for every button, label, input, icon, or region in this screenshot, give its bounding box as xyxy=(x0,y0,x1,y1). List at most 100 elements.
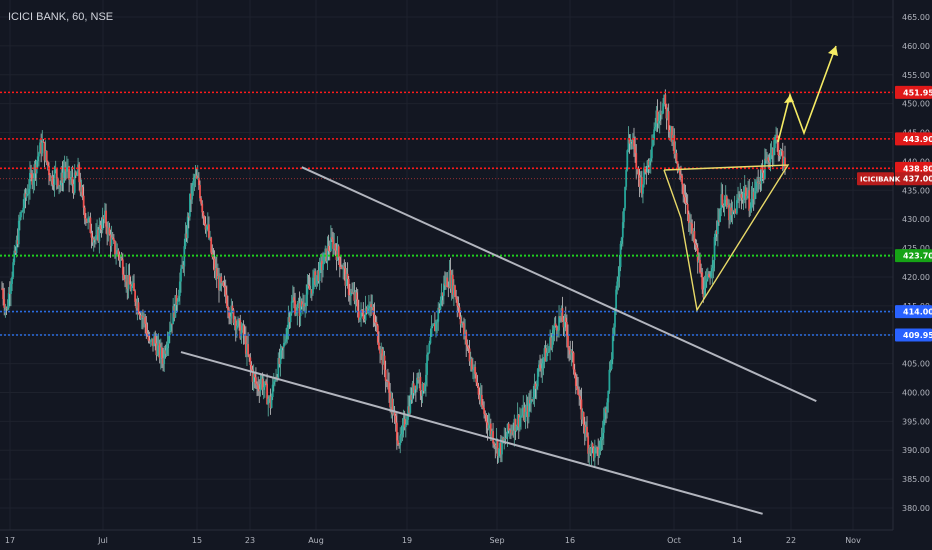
candle-body xyxy=(626,150,629,171)
candle-body xyxy=(49,175,51,182)
candle-body xyxy=(390,398,393,408)
candle-body xyxy=(720,194,723,210)
candle-body xyxy=(483,407,486,414)
candle-body xyxy=(12,262,15,277)
candle-body xyxy=(338,257,341,267)
candle-body xyxy=(694,243,697,245)
candle-body xyxy=(501,438,503,455)
candle-body xyxy=(189,193,191,217)
candle-body xyxy=(20,212,22,218)
candle-body xyxy=(224,286,227,295)
candle-body xyxy=(436,321,439,323)
candle-body xyxy=(684,197,687,203)
candle-body xyxy=(737,197,739,201)
candle-body xyxy=(467,346,470,349)
candle-body xyxy=(539,364,541,369)
x-axis-labels: 17 Jul 15 23 Aug 19 Sep 16 Oct 14 22 Nov xyxy=(5,536,861,545)
candle-body xyxy=(457,305,460,308)
candle-body xyxy=(453,285,455,295)
candle-body xyxy=(153,336,156,346)
candle-body xyxy=(221,282,224,284)
candle-body xyxy=(201,203,204,213)
candle-body xyxy=(752,192,755,200)
candle-body xyxy=(261,378,264,390)
trendline-upper-channel xyxy=(301,166,817,403)
candle-body xyxy=(615,289,617,309)
candle-body xyxy=(18,217,21,221)
candle-body xyxy=(370,304,373,308)
candle-body xyxy=(152,338,154,346)
price-badges: 451.95 443.90 438.80 423.70 414.00 409.95 437.… xyxy=(857,85,932,342)
candle-body xyxy=(310,289,313,294)
candle-body xyxy=(774,137,776,148)
candle-body xyxy=(121,259,124,275)
candle-body xyxy=(755,181,757,192)
candle-body xyxy=(83,207,86,219)
candle-body xyxy=(137,302,140,314)
candle-body xyxy=(542,358,545,364)
candle-body xyxy=(362,312,365,319)
candle-body xyxy=(397,440,399,445)
candle-body xyxy=(241,325,244,331)
candle-body xyxy=(570,351,573,355)
candle-body xyxy=(303,304,305,307)
candle-body xyxy=(450,274,453,289)
candle-body xyxy=(685,202,688,205)
candle-body xyxy=(488,423,491,426)
candle-body xyxy=(687,214,690,224)
candle-body xyxy=(756,181,758,183)
candle-body xyxy=(3,299,6,308)
candle-body xyxy=(648,161,651,166)
candle-body xyxy=(68,166,71,180)
candle-body xyxy=(480,394,483,406)
candle-body xyxy=(736,200,738,214)
candle-body xyxy=(647,160,650,166)
candle-body xyxy=(742,192,745,200)
candle-body xyxy=(492,431,494,444)
candle-body xyxy=(741,197,744,200)
candle-body xyxy=(110,237,113,247)
candle-body xyxy=(321,260,323,270)
candle-body xyxy=(111,237,114,239)
candle-body xyxy=(635,153,638,170)
candle-body xyxy=(716,220,719,235)
candle-body xyxy=(345,273,348,286)
price-badge-label: 423.70 xyxy=(903,252,932,261)
candle-body xyxy=(702,289,705,298)
candle-body xyxy=(230,305,233,319)
candle-body xyxy=(40,142,43,154)
candle-body xyxy=(478,394,481,401)
candle-body xyxy=(114,240,116,255)
candle-body xyxy=(381,349,384,365)
price-badge-label: 409.95 xyxy=(903,331,932,340)
candle-body xyxy=(743,187,746,193)
candle-body xyxy=(191,185,194,200)
candle-body xyxy=(126,275,129,289)
candle-body xyxy=(489,423,492,435)
candle-body xyxy=(164,350,167,354)
candle-body xyxy=(586,426,588,437)
candle-body xyxy=(555,326,558,331)
candle-body xyxy=(253,374,256,378)
candle-body xyxy=(574,375,577,387)
candle-body xyxy=(701,272,704,290)
candle-body xyxy=(589,448,592,454)
candle-body xyxy=(300,301,303,307)
candle-body xyxy=(305,294,308,307)
candle-body xyxy=(408,406,411,413)
candle-body xyxy=(44,150,47,161)
candle-body xyxy=(173,306,176,318)
candle-body xyxy=(316,270,319,276)
candle-body xyxy=(477,386,480,395)
candle-body xyxy=(591,443,594,448)
candle-body xyxy=(388,381,390,393)
candle-body xyxy=(407,406,409,420)
candle-body xyxy=(761,165,764,173)
candle-body xyxy=(649,158,652,162)
candle-body xyxy=(366,308,369,314)
candle-body xyxy=(582,412,585,425)
candle-body xyxy=(714,230,717,238)
candle-body xyxy=(659,113,662,115)
